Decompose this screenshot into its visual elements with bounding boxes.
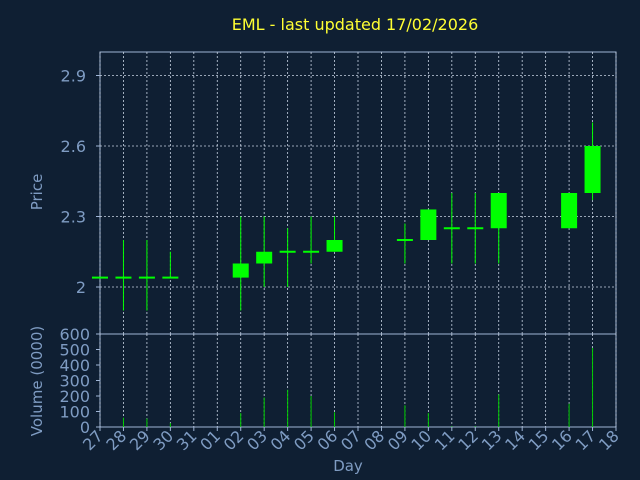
candle-body [256,251,273,264]
candle-body [92,276,108,279]
volume-y-tick-label: 300 [59,372,90,391]
volume-y-tick-label: 600 [59,325,90,344]
day-axis-label: Day [333,457,363,475]
candle-body [584,146,601,193]
price-axis-label: Price [28,174,46,211]
candle-body [115,276,132,279]
candle-body [396,239,413,241]
candle-body [420,209,437,240]
candle-body [138,276,155,279]
price-y-tick-label: 2.3 [61,208,86,227]
volume-y-tick-label: 0 [80,418,90,437]
chart-title: EML - last updated 17/02/2026 [232,15,479,34]
x-tick-label: 18 [595,426,623,454]
candle-body [279,250,296,253]
price-y-tick-label: 2.6 [61,137,86,156]
volume-axis-label: Volume (0000) [28,326,46,436]
volume-y-tick-label: 200 [59,387,90,406]
price-panel: 2 2.3 2.6 2.9 [61,51,617,335]
candle-body [162,276,179,279]
candle-body [303,250,320,253]
candle-body [490,193,507,229]
volume-y-tick-label: 100 [59,403,90,422]
candle-body [467,227,484,230]
candle-body [561,193,578,229]
price-y-tick-label: 2.9 [61,67,86,86]
volume-y-tick-label: 500 [59,341,90,360]
volume-y-tick-label: 400 [59,356,90,375]
candle-body [443,227,460,230]
x-axis: 2728293031010203040506070809101112131415… [79,426,623,454]
candle-body [326,240,343,252]
price-y-tick-label: 2 [76,278,86,297]
candle-body [232,263,249,278]
